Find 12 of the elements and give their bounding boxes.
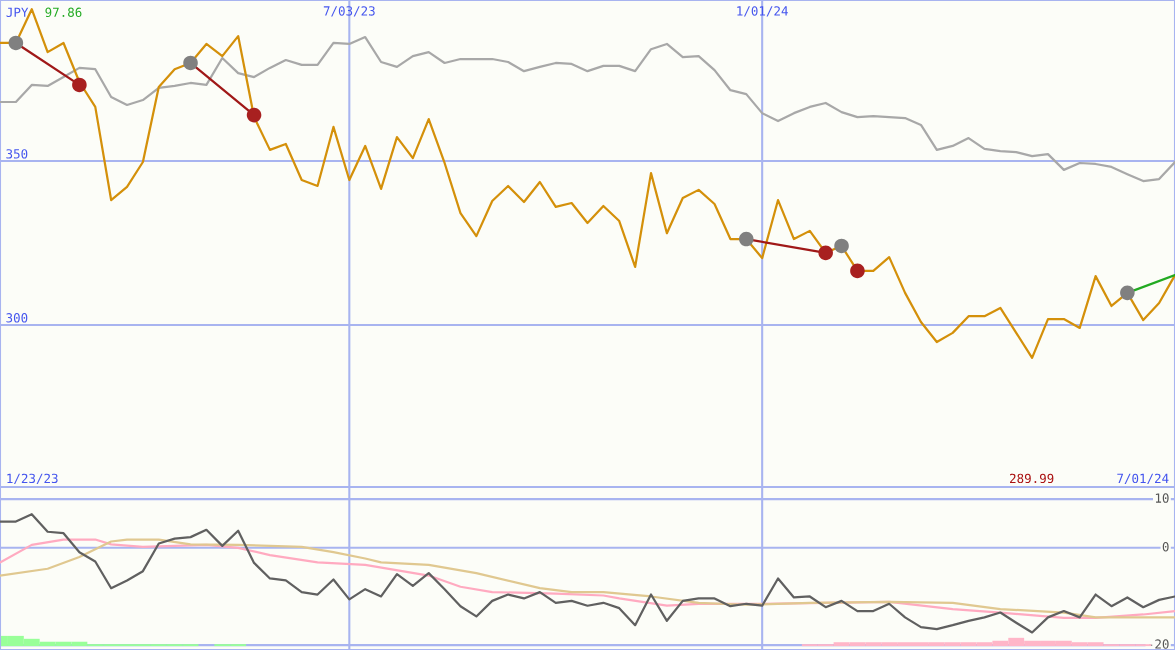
annotation: 1/23/23 xyxy=(7,473,58,485)
annotation: JPY xyxy=(6,7,29,18)
x-tick-label: 7/03/23 xyxy=(323,6,375,17)
y-tick-label: 0 xyxy=(1162,542,1169,552)
y-tick-label: 350 xyxy=(6,149,28,159)
y-tick-label: 300 xyxy=(6,313,28,323)
y-tick-label: 10 xyxy=(1155,493,1169,503)
annotation: 289.99 xyxy=(1010,473,1054,484)
x-tick-label: 1/01/24 xyxy=(737,6,788,17)
y-tick-label: -20 xyxy=(1149,639,1169,649)
annotation: 97.86 xyxy=(45,7,82,18)
annotation: 7/01/24 xyxy=(1117,473,1169,485)
